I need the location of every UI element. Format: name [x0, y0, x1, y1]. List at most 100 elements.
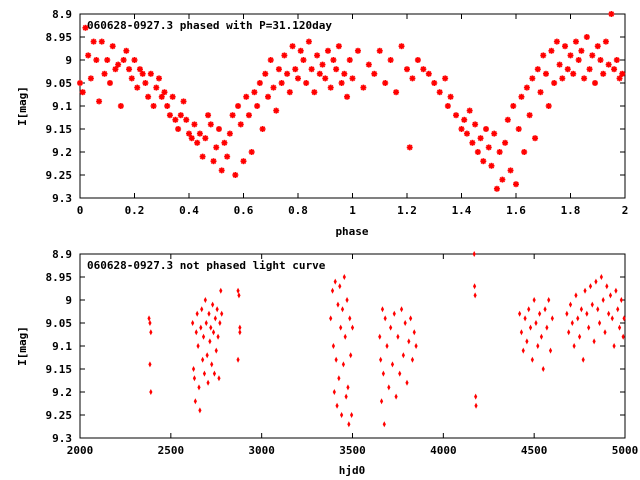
data-point	[576, 315, 580, 322]
data-point	[112, 66, 119, 73]
data-point	[570, 70, 577, 77]
data-point	[605, 61, 612, 68]
data-point	[297, 47, 304, 54]
data-point	[425, 70, 432, 77]
data-point	[148, 361, 152, 368]
data-point	[599, 274, 603, 280]
data-point	[197, 384, 201, 391]
data-point	[148, 320, 152, 326]
data-point	[612, 343, 616, 349]
data-point	[126, 66, 133, 73]
unphased-plot-frame	[79, 253, 626, 439]
data-point	[562, 43, 569, 50]
data-point	[589, 52, 596, 59]
data-point	[538, 310, 542, 317]
data-point	[518, 93, 525, 100]
unphased-plot-title: 060628-0927.3 not phased light curve	[87, 259, 326, 272]
data-point	[436, 89, 443, 96]
data-point	[387, 57, 394, 63]
phased-light-curve-panel: 060628-0927.3 phased with P=31.120day ph…	[16, 8, 628, 238]
data-point	[349, 412, 354, 418]
data-point	[360, 84, 367, 91]
x-tick-label: 3500	[339, 444, 366, 457]
data-point	[273, 107, 280, 114]
data-point	[229, 112, 236, 119]
data-point	[518, 310, 522, 317]
unphased-x-axis-label: hjd0	[339, 464, 366, 477]
data-point	[587, 324, 591, 331]
data-point	[583, 287, 587, 294]
data-point	[199, 153, 206, 160]
data-point	[581, 356, 585, 363]
data-point	[488, 162, 495, 169]
data-point	[551, 80, 558, 86]
data-point	[342, 274, 346, 280]
data-point	[186, 130, 192, 137]
data-point	[420, 66, 427, 73]
data-point	[622, 315, 626, 322]
data-point	[521, 149, 528, 155]
data-point	[259, 126, 266, 132]
data-point	[539, 333, 544, 340]
data-point	[529, 75, 536, 82]
data-point	[407, 338, 411, 345]
data-point	[617, 324, 622, 331]
data-point	[396, 333, 400, 340]
data-point	[341, 361, 346, 368]
data-point	[466, 107, 473, 114]
data-point	[243, 93, 250, 100]
phased-x-axis-label: phase	[335, 225, 368, 238]
data-point	[314, 52, 321, 59]
data-point	[194, 329, 198, 336]
data-point	[172, 116, 179, 123]
data-point	[513, 181, 519, 188]
data-point	[348, 315, 352, 322]
y-tick-label: 9.15	[46, 123, 73, 136]
data-point	[215, 126, 222, 132]
data-point	[192, 375, 197, 382]
data-point	[203, 297, 207, 303]
data-point	[581, 75, 588, 82]
data-point	[480, 158, 487, 165]
data-point	[616, 75, 623, 82]
data-point	[205, 112, 212, 119]
data-point	[550, 315, 554, 322]
data-point	[526, 112, 533, 119]
data-point	[214, 347, 218, 354]
data-point	[380, 306, 385, 313]
data-point	[289, 43, 296, 50]
data-point	[96, 98, 103, 105]
data-point	[265, 93, 272, 100]
data-point	[232, 172, 239, 178]
data-point	[209, 324, 213, 331]
data-point	[527, 306, 531, 313]
data-point	[82, 24, 89, 31]
data-point	[403, 320, 407, 326]
data-point	[523, 84, 530, 91]
data-point	[201, 356, 205, 363]
data-point	[177, 112, 184, 119]
y-tick-label: 9	[65, 54, 72, 67]
data-point	[586, 66, 593, 73]
data-point	[210, 361, 214, 368]
data-point	[578, 47, 585, 54]
data-point	[149, 329, 153, 336]
data-point	[534, 320, 538, 326]
data-point	[281, 52, 288, 59]
data-point	[383, 315, 387, 322]
unphased-light-curve-panel: 060628-0927.3 not phased light curve hjd…	[16, 248, 638, 477]
data-point	[238, 324, 242, 331]
y-tick-label: 9.05	[46, 77, 73, 90]
data-point	[597, 57, 604, 63]
data-point	[215, 306, 219, 313]
data-point	[493, 185, 500, 192]
data-point	[461, 116, 468, 123]
data-point	[236, 287, 240, 294]
data-point	[491, 130, 498, 137]
data-point	[394, 393, 398, 400]
data-point	[120, 57, 127, 63]
data-point	[77, 80, 83, 86]
data-point	[387, 384, 391, 391]
data-point	[338, 283, 342, 290]
data-point	[344, 393, 348, 400]
